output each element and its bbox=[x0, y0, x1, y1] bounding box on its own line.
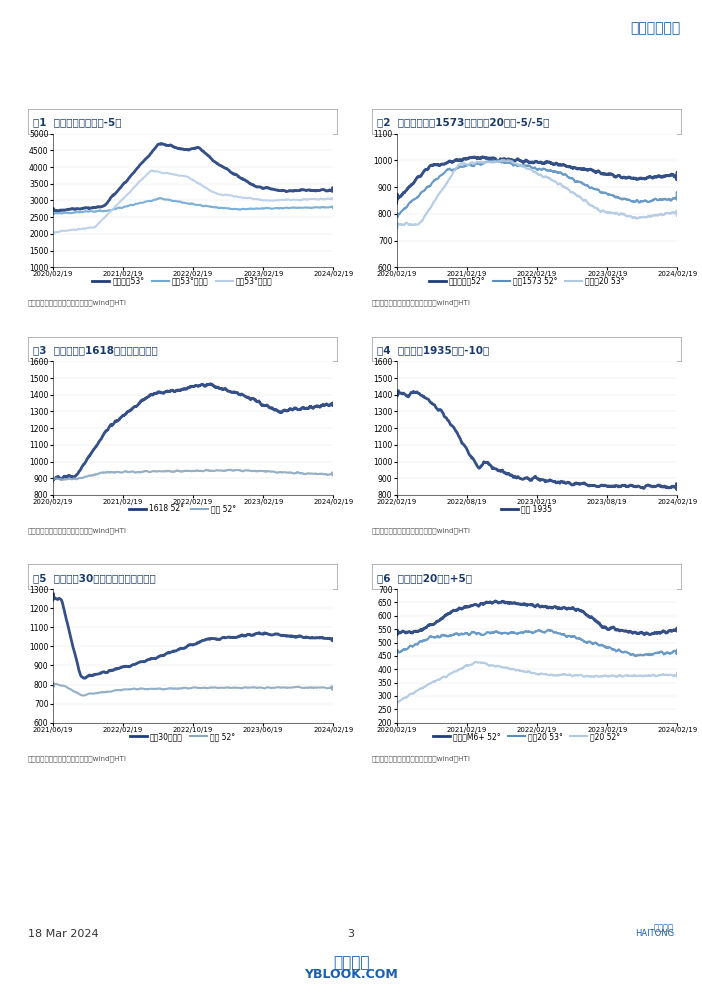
Text: 中国食品饮料: 中国食品饮料 bbox=[630, 21, 681, 35]
Text: 资料来源：酒价参考、今日酒价、wind、HTI: 资料来源：酒价参考、今日酒价、wind、HTI bbox=[372, 300, 471, 306]
Text: YBLOOK.COM: YBLOOK.COM bbox=[304, 967, 398, 981]
Text: 图1  本周飞天敞瓶批价-5元: 图1 本周飞天敞瓶批价-5元 bbox=[33, 118, 121, 128]
Text: 图6  本周青花20批价+5元: 图6 本周青花20批价+5元 bbox=[377, 573, 472, 583]
Legend: 1618 52°, 交杯 52°: 1618 52°, 交杯 52° bbox=[128, 504, 237, 514]
Legend: 茅八代普五52°, 国窖1573 52°, 青花郎20 53°: 茅八代普五52°, 国窖1573 52°, 青花郎20 53° bbox=[429, 276, 624, 286]
Text: 图3  本周五粮液1618、交杯批价持平: 图3 本周五粮液1618、交杯批价持平 bbox=[33, 346, 157, 355]
Text: 图5  本周青花30复兴版、内参批价持平: 图5 本周青花30复兴版、内参批价持平 bbox=[33, 573, 155, 583]
Text: 资料来源：酒价参考、今日酒价、wind、HTI: 资料来源：酒价参考、今日酒价、wind、HTI bbox=[28, 300, 127, 306]
Text: 资料来源：酒价参考、今日酒价、wind、HTI: 资料来源：酒价参考、今日酒价、wind、HTI bbox=[28, 755, 127, 761]
Text: 18 Mar 2024: 18 Mar 2024 bbox=[28, 929, 99, 939]
Text: 研报之家: 研报之家 bbox=[333, 954, 369, 970]
Text: 资料来源：酒价参考、今日酒价、wind、HTI: 资料来源：酒价参考、今日酒价、wind、HTI bbox=[372, 528, 471, 534]
Text: 图4  本周茅台1935批价-10元: 图4 本周茅台1935批价-10元 bbox=[377, 346, 489, 355]
Legend: 梦之蓝M6+ 52°, 青花20 53°, 古20 52°: 梦之蓝M6+ 52°, 青花20 53°, 古20 52° bbox=[432, 732, 621, 742]
Text: 海通国际: 海通国际 bbox=[654, 923, 674, 933]
Text: 3: 3 bbox=[347, 929, 355, 939]
Legend: 茅台 1935: 茅台 1935 bbox=[501, 504, 552, 514]
Text: 资料来源：酒价参考、今日酒价、wind、HTI: 资料来源：酒价参考、今日酒价、wind、HTI bbox=[372, 755, 471, 761]
Text: 资料来源：酒价参考、今日酒价、wind、HTI: 资料来源：酒价参考、今日酒价、wind、HTI bbox=[28, 528, 127, 534]
Legend: 青花30复兴版, 内参 52°: 青花30复兴版, 内参 52° bbox=[130, 732, 235, 742]
Text: HAITONG: HAITONG bbox=[635, 929, 674, 939]
Text: 图2  本周八代国窖1573、青花郎20批价-5/-5元: 图2 本周八代国窖1573、青花郎20批价-5/-5元 bbox=[377, 118, 549, 128]
Legend: 茅台精品53°, 飞天53°（散）, 飞天53°（整）: 茅台精品53°, 飞天53°（散）, 飞天53°（整） bbox=[92, 276, 273, 286]
